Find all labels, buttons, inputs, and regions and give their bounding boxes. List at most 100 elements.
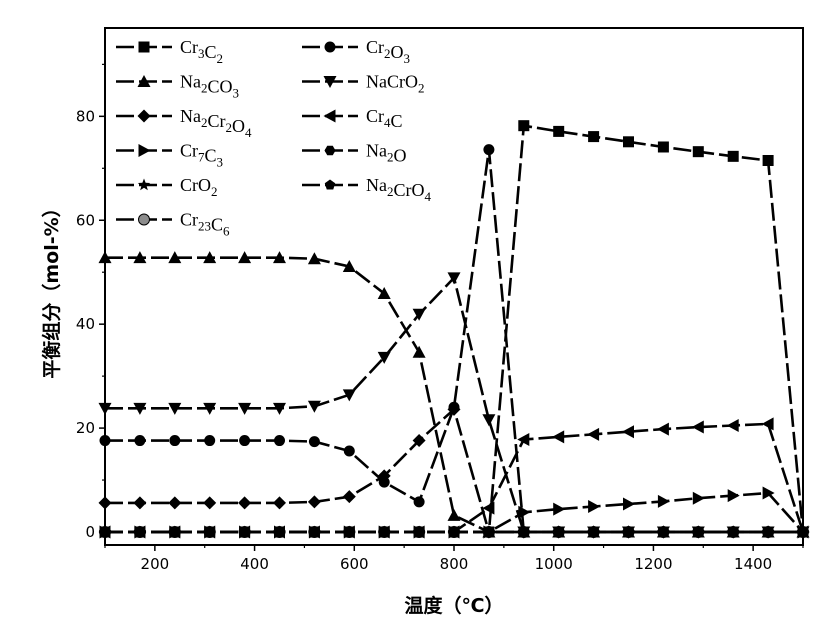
data-point-Na2Cr2O4 bbox=[307, 495, 321, 509]
data-point-Cr2O3 bbox=[204, 435, 216, 447]
data-point-Cr2O3 bbox=[413, 496, 425, 508]
data-point-Na2Cr2O4 bbox=[656, 525, 670, 539]
legend-entry-Cr2O3: Cr2O3 bbox=[302, 37, 410, 66]
legend-label: Na2O bbox=[366, 141, 407, 166]
data-point-NaCrO2 bbox=[168, 402, 182, 415]
data-point-Cr7C3 bbox=[239, 525, 252, 539]
data-point-Cr7C3 bbox=[134, 525, 147, 539]
data-point-Cr2O3 bbox=[169, 435, 181, 447]
legend-label: Cr3C2 bbox=[180, 37, 223, 66]
data-point-Cr7C3 bbox=[448, 525, 461, 539]
legend-entry-Na2Cr2O4: Na2Cr2O4 bbox=[116, 106, 252, 140]
legend-marker bbox=[137, 75, 151, 87]
data-point-Na2Cr2O4 bbox=[203, 496, 217, 510]
x-tick-label: 200 bbox=[141, 555, 170, 573]
data-point-NaCrO2 bbox=[412, 308, 426, 321]
y-tick-label: 20 bbox=[76, 419, 95, 437]
x-tick-label: 1200 bbox=[634, 555, 672, 573]
legend-entry-Na2CrO4: Na2CrO4 bbox=[302, 175, 432, 204]
legend-marker bbox=[137, 178, 151, 191]
data-point-Cr7C3 bbox=[413, 525, 426, 539]
data-point-Cr4C bbox=[482, 501, 495, 515]
data-point-Cr7C3 bbox=[518, 505, 531, 519]
legend-label: NaCrO2 bbox=[366, 72, 425, 96]
data-point-NaCrO2 bbox=[307, 400, 321, 413]
data-point-Cr2O3 bbox=[483, 144, 495, 156]
x-tick-label: 600 bbox=[340, 555, 369, 573]
data-point-Na2Cr2O4 bbox=[133, 496, 147, 510]
data-point-Na2Cr2O4 bbox=[726, 525, 740, 539]
legend-entry-Cr7C3: Cr7C3 bbox=[116, 141, 223, 170]
data-point-Na2Cr2O4 bbox=[377, 469, 391, 483]
legend-marker bbox=[138, 41, 150, 53]
data-point-Cr7C3 bbox=[588, 500, 601, 514]
legend-marker bbox=[324, 179, 336, 190]
legend-label: Na2CrO4 bbox=[366, 175, 432, 204]
data-point-Cr4C bbox=[587, 427, 600, 441]
legend-entry-Na2O: Na2O bbox=[302, 141, 407, 166]
data-point-Na2CO3 bbox=[447, 508, 461, 521]
data-point-Na2CO3 bbox=[307, 252, 321, 265]
x-axis-title: 温度（℃） bbox=[404, 594, 503, 617]
legend-marker bbox=[324, 145, 336, 156]
x-tick-label: 1400 bbox=[734, 555, 772, 573]
y-tick-label: 0 bbox=[85, 523, 95, 541]
data-point-Cr7C3 bbox=[378, 525, 391, 539]
data-point-Na2CO3 bbox=[203, 251, 217, 264]
x-tick-label: 400 bbox=[240, 555, 269, 573]
data-point-Na2Cr2O4 bbox=[342, 490, 356, 504]
legend-label: Cr7C3 bbox=[180, 141, 223, 170]
legend-label: Cr4C bbox=[366, 106, 403, 131]
data-point-Cr4C bbox=[656, 422, 669, 436]
data-point-Cr7C3 bbox=[692, 491, 705, 505]
data-point-Na2CO3 bbox=[133, 251, 147, 264]
legend-label: Cr23C6 bbox=[180, 210, 230, 239]
data-point-Cr3C2 bbox=[553, 125, 565, 137]
data-point-Cr2O3 bbox=[134, 435, 146, 447]
y-axis-title: 平衡组分（mol-%） bbox=[40, 198, 63, 378]
legend-entry-Cr4C: Cr4C bbox=[302, 106, 403, 131]
data-point-Cr4C bbox=[552, 430, 565, 444]
legend-marker bbox=[137, 109, 151, 123]
legend-label: Na2Cr2O4 bbox=[180, 106, 252, 140]
legend-entry-Cr23C6: Cr23C6 bbox=[116, 210, 230, 239]
legend-label: CrO2 bbox=[180, 175, 218, 199]
legend: Cr3C2 Cr2O3 Na2CO3 NaCrO2 Na2Cr2O4 Cr4C Cr7C3 N… bbox=[116, 37, 432, 239]
data-point-Cr4C bbox=[691, 420, 704, 434]
data-point-Na2Cr2O4 bbox=[552, 525, 566, 539]
data-point-Na2Cr2O4 bbox=[168, 496, 182, 510]
data-point-Cr4C bbox=[726, 418, 739, 432]
x-tick-label: 1000 bbox=[535, 555, 573, 573]
y-tick-label: 40 bbox=[76, 315, 95, 333]
data-point-Cr4C bbox=[622, 425, 634, 439]
data-point-NaCrO2 bbox=[203, 402, 217, 415]
data-point-Na2Cr2O4 bbox=[273, 496, 286, 510]
data-point-NaCrO2 bbox=[273, 402, 286, 415]
data-point-Na2CO3 bbox=[168, 251, 182, 264]
series-line-Cr2O3 bbox=[105, 149, 803, 534]
data-point-Cr3C2 bbox=[692, 146, 704, 158]
data-point-Cr7C3 bbox=[727, 489, 740, 503]
legend-entry-Cr3C2: Cr3C2 bbox=[116, 37, 223, 66]
data-point-Cr7C3 bbox=[762, 486, 775, 500]
data-point-Na2Cr2O4 bbox=[517, 525, 531, 539]
data-point-NaCrO2 bbox=[238, 402, 252, 415]
data-point-Cr7C3 bbox=[274, 525, 286, 539]
data-point-Cr7C3 bbox=[623, 497, 635, 511]
data-point-Cr3C2 bbox=[727, 150, 739, 162]
data-point-Cr3C2 bbox=[518, 120, 530, 132]
data-point-Cr3C2 bbox=[657, 141, 669, 153]
data-point-Na2CO3 bbox=[377, 287, 391, 300]
data-point-Cr2O3 bbox=[239, 435, 251, 447]
data-point-Cr3C2 bbox=[588, 131, 600, 143]
data-point-Cr7C3 bbox=[169, 525, 182, 539]
y-tick-label: 60 bbox=[76, 211, 95, 229]
data-point-NaCrO2 bbox=[482, 414, 496, 427]
data-point-Cr2O3 bbox=[274, 435, 285, 447]
data-point-Cr2O3 bbox=[343, 445, 355, 457]
y-tick-label: 80 bbox=[76, 107, 95, 125]
data-point-Cr7C3 bbox=[308, 525, 321, 539]
data-point-Na2Cr2O4 bbox=[412, 434, 426, 448]
legend-marker bbox=[323, 109, 336, 123]
